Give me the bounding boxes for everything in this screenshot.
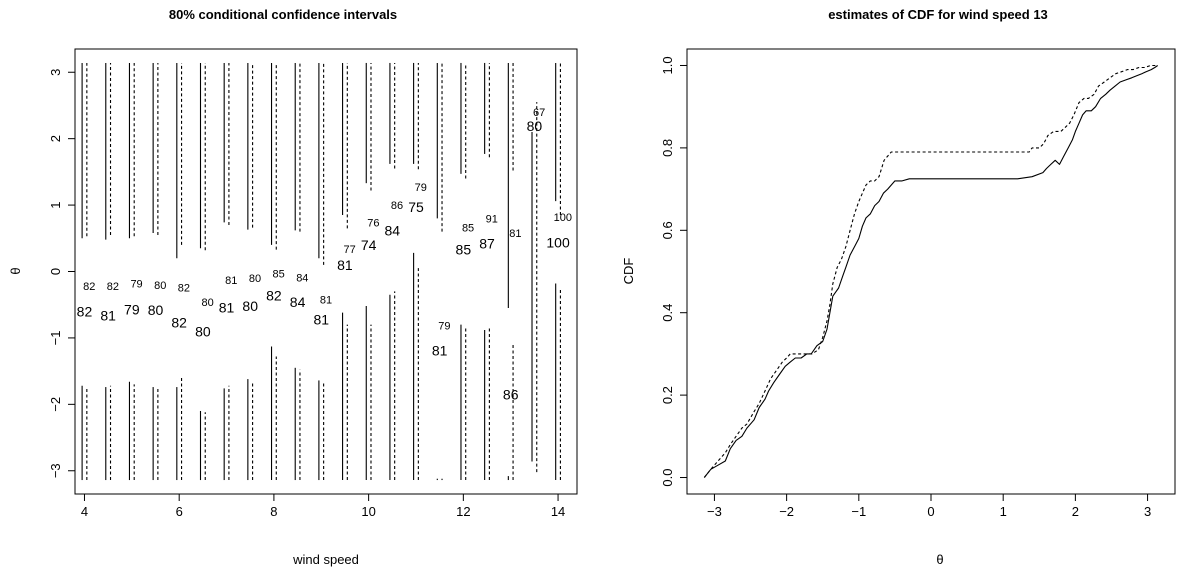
- left-x-tick-label: 4: [81, 504, 88, 519]
- coverage-label-small: 86: [391, 200, 403, 212]
- right-y-tick-label: 0.8: [660, 139, 675, 157]
- right-x-tick-label: 2: [1072, 504, 1079, 519]
- right-y-axis-label: CDF: [621, 258, 636, 285]
- left-y-tick-label: 2: [48, 135, 63, 142]
- coverage-label-small: 76: [367, 217, 379, 229]
- coverage-label-large: 81: [219, 299, 235, 315]
- right-y-tick-label: 0.4: [660, 304, 675, 322]
- cdf-solid-line: [703, 65, 1159, 478]
- right-x-tick-label: 1: [1000, 504, 1007, 519]
- coverage-label-large: 82: [77, 303, 93, 319]
- right-y-axis: 0.0 0.2 0.4 0.6 0.8 1.0: [660, 56, 688, 487]
- left-x-axis: 4 6 8 10 12 14: [81, 493, 565, 519]
- coverage-label-small: 82: [107, 281, 119, 293]
- left-y-tick-label: −2: [48, 397, 63, 412]
- coverage-label-large: 100: [546, 234, 570, 250]
- coverage-label-large: 82: [266, 287, 282, 303]
- coverage-label-large: 84: [290, 294, 306, 310]
- coverage-label-large: 79: [124, 301, 140, 317]
- coverage-label-large: 82: [171, 315, 187, 331]
- right-panel: estimates of CDF for wind speed 13 −3 −2−…: [621, 7, 1176, 567]
- left-x-tick-label: 6: [176, 504, 183, 519]
- coverage-label-small: 85: [462, 223, 474, 235]
- coverage-label-small: 81: [320, 294, 332, 306]
- left-x-tick-label: 10: [361, 504, 375, 519]
- right-x-axis: −3 −2 −1 0 1 2 3: [707, 493, 1151, 519]
- coverage-label-small: 84: [296, 272, 308, 284]
- coverage-label-large: 80: [148, 302, 164, 318]
- coverage-label-large: 81: [432, 343, 448, 359]
- left-y-tick-label: 0: [48, 268, 63, 275]
- coverage-label-small: 80: [249, 273, 261, 285]
- coverage-label-small: 91: [486, 213, 498, 225]
- coverage-label-small: 79: [415, 182, 427, 194]
- left-y-axis-label: θ: [8, 267, 23, 274]
- coverage-label-small: 67: [533, 107, 545, 119]
- left-plot-frame: [74, 48, 578, 495]
- left-interval-lines: [81, 62, 561, 481]
- coverage-label-large: 80: [527, 118, 543, 134]
- coverage-label-large: 80: [242, 298, 258, 314]
- right-x-tick-label: −3: [707, 504, 722, 519]
- right-x-tick-label: −1: [851, 504, 866, 519]
- right-y-tick-label: 0.0: [660, 468, 675, 486]
- coverage-label-small: 80: [201, 297, 213, 309]
- coverage-label-large: 80: [195, 323, 211, 339]
- left-y-tick-label: 3: [48, 69, 63, 76]
- left-y-tick-label: −1: [48, 331, 63, 346]
- right-x-tick-label: 3: [1144, 504, 1151, 519]
- coverage-label-small: 77: [344, 244, 356, 256]
- left-y-axis: −3 −2 −1 0 1 2 3: [48, 69, 76, 478]
- coverage-label-large: 87: [479, 236, 495, 252]
- coverage-label-small: 80: [154, 280, 166, 292]
- coverage-label-large: 86: [503, 386, 519, 402]
- left-panel: 80% conditional confidence intervals 82 8…: [8, 7, 578, 567]
- coverage-label-large: 84: [385, 222, 401, 238]
- coverage-label-small: 82: [83, 281, 95, 293]
- right-y-tick-label: 0.2: [660, 386, 675, 404]
- coverage-label-small: 81: [225, 275, 237, 287]
- left-x-axis-label: wind speed: [292, 552, 359, 567]
- coverage-label-small: 100: [554, 212, 572, 224]
- left-y-tick-label: −3: [48, 463, 63, 478]
- right-chart-title: estimates of CDF for wind speed 13: [828, 7, 1048, 22]
- coverage-label-small: 82: [178, 282, 190, 294]
- left-x-tick-label: 8: [270, 504, 277, 519]
- right-x-axis-label: θ: [936, 552, 943, 567]
- right-x-tick-label: −2: [779, 504, 794, 519]
- right-y-tick-label: 1.0: [660, 56, 675, 74]
- right-cdf-lines: [703, 64, 1159, 478]
- coverage-label-large: 74: [361, 237, 377, 253]
- left-chart-title: 80% conditional confidence intervals: [169, 7, 397, 22]
- coverage-label-small: 79: [130, 278, 142, 290]
- right-plot-frame: [686, 48, 1176, 495]
- left-x-tick-label: 14: [551, 504, 565, 519]
- coverage-label-large: 81: [337, 257, 353, 273]
- coverage-label-small: 79: [438, 320, 450, 332]
- right-x-tick-label: 0: [927, 504, 934, 519]
- coverage-label-large: 81: [313, 311, 329, 327]
- coverage-label-large: 75: [408, 199, 424, 215]
- coverage-label-small: 85: [273, 268, 285, 280]
- right-y-tick-label: 0.6: [660, 221, 675, 239]
- coverage-label-large: 81: [100, 307, 116, 323]
- cdf-dashed-line: [703, 64, 1158, 478]
- coverage-label-large: 85: [456, 242, 472, 258]
- left-y-tick-label: 1: [48, 201, 63, 208]
- coverage-label-small: 81: [509, 228, 521, 240]
- left-x-tick-label: 12: [456, 504, 470, 519]
